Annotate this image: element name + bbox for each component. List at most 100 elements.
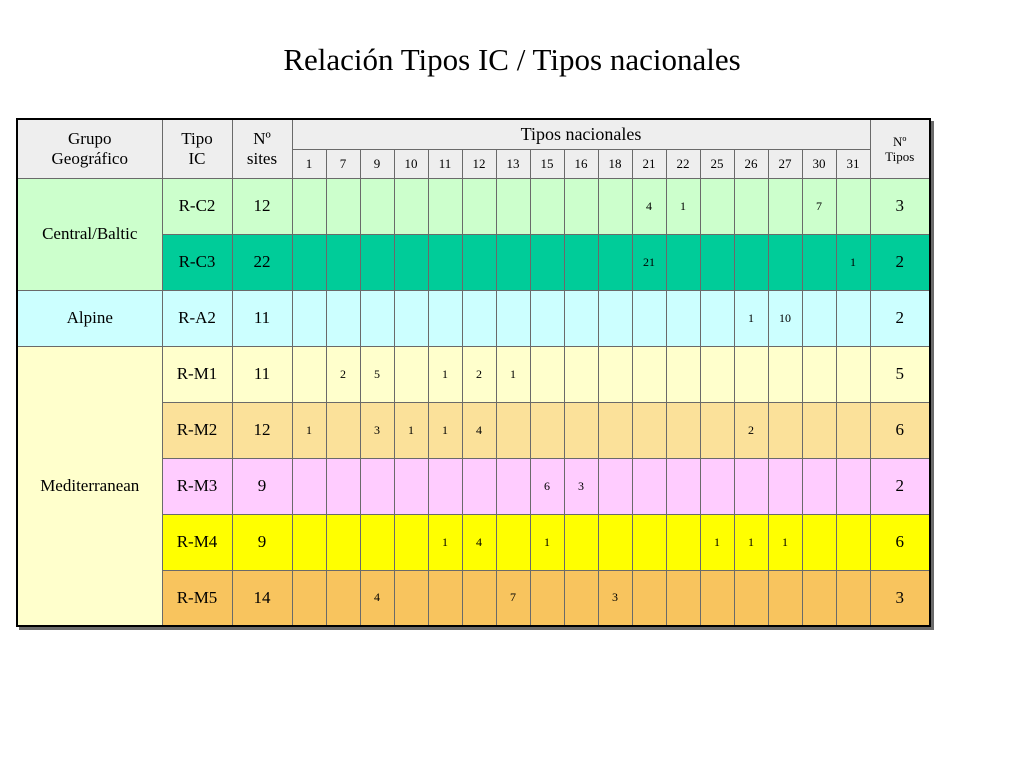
value-cell: 2 (733, 401, 769, 459)
value-cell (801, 289, 837, 347)
value-cell (291, 345, 327, 403)
value-cell (835, 401, 871, 459)
n-tipos-cell: 2 (869, 289, 931, 347)
header-tipos-nacionales: Tipos nacionales (291, 118, 871, 150)
table-row: R-C3 22 21 1 2 (17, 233, 931, 291)
n-tipos-cell: 3 (869, 177, 931, 235)
sites-cell: 9 (231, 513, 293, 571)
value-cell (325, 177, 361, 235)
header-type-27: 27 (767, 148, 803, 179)
table-row: Central/Baltic R-C2 12 4 1 7 3 (16, 177, 931, 291)
value-cell: 3 (597, 569, 633, 627)
value-cell (631, 289, 667, 347)
value-cell (563, 569, 599, 627)
header-type-21: 21 (631, 148, 667, 179)
sites-cell: 14 (231, 569, 293, 627)
value-cell (597, 401, 633, 459)
value-cell (325, 457, 361, 515)
value-cell (495, 401, 531, 459)
value-cell (835, 345, 871, 403)
table-row: Alpine R-A2 11 1 10 2 (16, 289, 931, 347)
value-cell (801, 401, 837, 459)
value-cell: 1 (393, 401, 429, 459)
value-cell (631, 401, 667, 459)
value-cell (325, 233, 361, 291)
header-type-13: 13 (495, 148, 531, 179)
value-cell (767, 569, 803, 627)
value-cell (563, 177, 599, 235)
value-cell (291, 233, 327, 291)
value-cell: 4 (461, 513, 497, 571)
tipo-ic-cell: R-C2 (161, 177, 233, 235)
value-cell (597, 457, 633, 515)
header-type-25: 25 (699, 148, 735, 179)
header-type-10: 10 (393, 148, 429, 179)
value-cell (291, 457, 327, 515)
value-cell (699, 345, 735, 403)
value-cell (801, 345, 837, 403)
value-cell (393, 569, 429, 627)
header-type-18: 18 (597, 148, 633, 179)
value-cell: 1 (665, 177, 701, 235)
n-tipos-cell: 2 (869, 457, 931, 515)
value-cell (733, 233, 769, 291)
value-cell (393, 233, 429, 291)
value-cell (495, 513, 531, 571)
value-cell (563, 401, 599, 459)
value-cell (563, 345, 599, 403)
value-cell (461, 569, 497, 627)
sites-cell: 11 (231, 289, 293, 347)
value-cell (597, 289, 633, 347)
value-cell (427, 457, 463, 515)
value-cell (325, 289, 361, 347)
value-cell (631, 457, 667, 515)
value-cell: 7 (495, 569, 531, 627)
sites-cell: 11 (231, 345, 293, 403)
value-cell (291, 177, 327, 235)
value-cell (665, 457, 701, 515)
value-cell (393, 513, 429, 571)
sites-cell: 12 (231, 177, 293, 235)
value-cell: 1 (495, 345, 531, 403)
value-cell (597, 345, 633, 403)
table-row: Mediterranean R-M1 11 2 5 1 2 1 5 (16, 345, 931, 627)
value-cell (767, 457, 803, 515)
value-cell: 1 (427, 401, 463, 459)
value-cell (801, 457, 837, 515)
header-type-1: 1 (291, 148, 327, 179)
value-cell: 1 (699, 513, 735, 571)
tipo-ic-cell: R-M4 (161, 513, 233, 571)
group-cell: Alpine (16, 289, 163, 347)
header-sites-text: Nº sites (246, 128, 278, 168)
value-cell (529, 345, 565, 403)
group-cell: Central/Baltic (16, 177, 163, 291)
value-cell (767, 177, 803, 235)
value-cell (699, 177, 735, 235)
header-type-16: 16 (563, 148, 599, 179)
value-cell (359, 289, 395, 347)
value-cell (359, 513, 395, 571)
value-cell (393, 177, 429, 235)
tipo-ic-cell: R-M5 (161, 569, 233, 627)
value-cell (495, 177, 531, 235)
value-cell: 1 (427, 345, 463, 403)
value-cell (393, 457, 429, 515)
value-cell (427, 233, 463, 291)
value-cell (665, 401, 701, 459)
value-cell: 10 (767, 289, 803, 347)
header-n-tipos: Nº Tipos (869, 118, 931, 179)
value-cell (631, 513, 667, 571)
header-n-tipos-text: Nº Tipos (885, 133, 915, 164)
value-cell (563, 289, 599, 347)
n-tipos-cell: 6 (869, 513, 931, 571)
value-cell (665, 233, 701, 291)
header-type-7: 7 (325, 148, 361, 179)
value-cell: 2 (325, 345, 361, 403)
value-cell (495, 457, 531, 515)
tipo-ic-cell: R-C3 (161, 233, 233, 291)
sites-cell: 22 (231, 233, 293, 291)
value-cell: 3 (359, 401, 395, 459)
value-cell (529, 401, 565, 459)
value-cell (665, 569, 701, 627)
header-type-9: 9 (359, 148, 395, 179)
